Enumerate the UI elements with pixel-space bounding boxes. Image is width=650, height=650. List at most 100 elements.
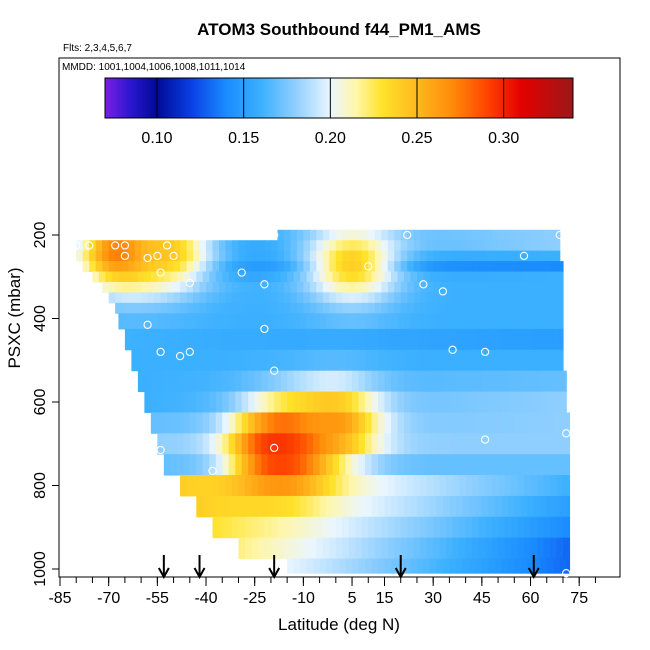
heat-cell bbox=[290, 240, 298, 252]
heat-cell bbox=[556, 261, 564, 273]
heat-cell bbox=[257, 261, 266, 273]
heat-cell bbox=[176, 370, 184, 393]
heat-cell bbox=[475, 313, 483, 330]
heat-cell bbox=[225, 250, 233, 262]
heat-cell bbox=[465, 537, 473, 560]
heat-cell bbox=[433, 292, 441, 304]
heat-cell bbox=[407, 261, 415, 273]
y-axis-label: PSXC (mbar) bbox=[5, 267, 24, 368]
heat-cell bbox=[378, 313, 386, 330]
heat-cell bbox=[287, 271, 295, 283]
heat-cell bbox=[507, 391, 515, 413]
heat-cell bbox=[326, 271, 334, 283]
heat-cell bbox=[121, 261, 129, 273]
heat-cell bbox=[355, 261, 363, 273]
heat-cell bbox=[313, 349, 321, 372]
heat-cell bbox=[131, 271, 139, 283]
heat-cell bbox=[176, 454, 184, 476]
heat-cell bbox=[193, 240, 201, 252]
heat-cell bbox=[228, 370, 236, 393]
heat-cell bbox=[429, 391, 438, 413]
heat-cell bbox=[426, 302, 434, 314]
heat-cell bbox=[329, 250, 337, 262]
heat-cell bbox=[446, 475, 454, 497]
heat-cell bbox=[423, 558, 431, 574]
heat-cell bbox=[361, 261, 369, 273]
heat-cell bbox=[219, 516, 227, 539]
heat-cell bbox=[231, 250, 240, 262]
heat-cell bbox=[540, 433, 548, 455]
heat-cell bbox=[524, 229, 532, 241]
heat-cell bbox=[170, 328, 178, 351]
heat-cell bbox=[300, 391, 308, 413]
heat-cell bbox=[407, 240, 415, 252]
heat-cell bbox=[416, 558, 425, 574]
heat-cell bbox=[248, 495, 256, 518]
x-tick-label: 45 bbox=[473, 590, 491, 607]
heat-cell bbox=[429, 370, 438, 393]
heat-cell bbox=[390, 495, 399, 518]
heat-cell bbox=[183, 313, 191, 330]
heat-cell bbox=[264, 261, 272, 273]
heat-cell bbox=[342, 261, 350, 273]
heat-cell bbox=[189, 313, 197, 330]
heat-cell bbox=[332, 328, 340, 351]
heat-cell bbox=[231, 240, 240, 252]
heat-cell bbox=[270, 240, 279, 252]
heat-cell bbox=[368, 302, 376, 314]
heat-cell bbox=[335, 250, 343, 262]
heat-cell bbox=[433, 281, 441, 293]
sample-point bbox=[260, 280, 269, 289]
heat-cell bbox=[306, 328, 314, 351]
heat-cell bbox=[365, 328, 373, 351]
heat-cell bbox=[248, 271, 256, 283]
heat-cell bbox=[335, 537, 343, 560]
heat-cell bbox=[326, 454, 334, 476]
heat-cell bbox=[196, 391, 204, 413]
heat-cell bbox=[322, 229, 330, 241]
heat-cell bbox=[423, 349, 431, 372]
heat-cell bbox=[520, 313, 528, 330]
heat-cell bbox=[267, 433, 275, 455]
heat-cell bbox=[219, 292, 227, 304]
heat-cell bbox=[316, 229, 324, 241]
heat-cell bbox=[173, 240, 181, 252]
heat-cell bbox=[397, 328, 405, 351]
heat-cell bbox=[303, 537, 311, 560]
heat-cell bbox=[306, 271, 314, 283]
heat-cell bbox=[277, 292, 285, 304]
heat-cell bbox=[403, 454, 412, 476]
heat-cell bbox=[540, 271, 548, 283]
heat-cell bbox=[352, 558, 360, 574]
heat-cell bbox=[543, 475, 551, 497]
heat-cell bbox=[507, 313, 515, 330]
heat-cell bbox=[144, 349, 152, 372]
heat-cell bbox=[381, 537, 389, 560]
heat-cell bbox=[546, 495, 554, 518]
heat-cell bbox=[209, 271, 217, 283]
heat-cell bbox=[176, 433, 184, 455]
heat-cell bbox=[446, 250, 454, 262]
heat-cell bbox=[257, 475, 266, 497]
heat-cell bbox=[345, 391, 353, 413]
heat-cell bbox=[527, 271, 535, 283]
heat-cell bbox=[546, 349, 554, 372]
heat-cell bbox=[381, 261, 389, 273]
heat-cell bbox=[293, 454, 301, 476]
heat-cell bbox=[550, 537, 558, 560]
heat-cell bbox=[121, 250, 129, 262]
heat-cell bbox=[131, 313, 139, 330]
heat-cell bbox=[108, 240, 116, 252]
heat-cell bbox=[355, 281, 363, 293]
heat-cell bbox=[115, 281, 123, 293]
heat-cell bbox=[244, 537, 253, 560]
heat-cell bbox=[274, 370, 282, 393]
y-tick-label: 200 bbox=[32, 222, 49, 249]
heat-cell bbox=[257, 292, 266, 304]
heat-cell bbox=[553, 328, 561, 351]
heat-cell bbox=[160, 240, 168, 252]
heat-cell bbox=[348, 240, 356, 252]
heat-cell bbox=[378, 412, 386, 434]
heat-cell bbox=[254, 433, 262, 455]
sample-point bbox=[403, 230, 412, 240]
